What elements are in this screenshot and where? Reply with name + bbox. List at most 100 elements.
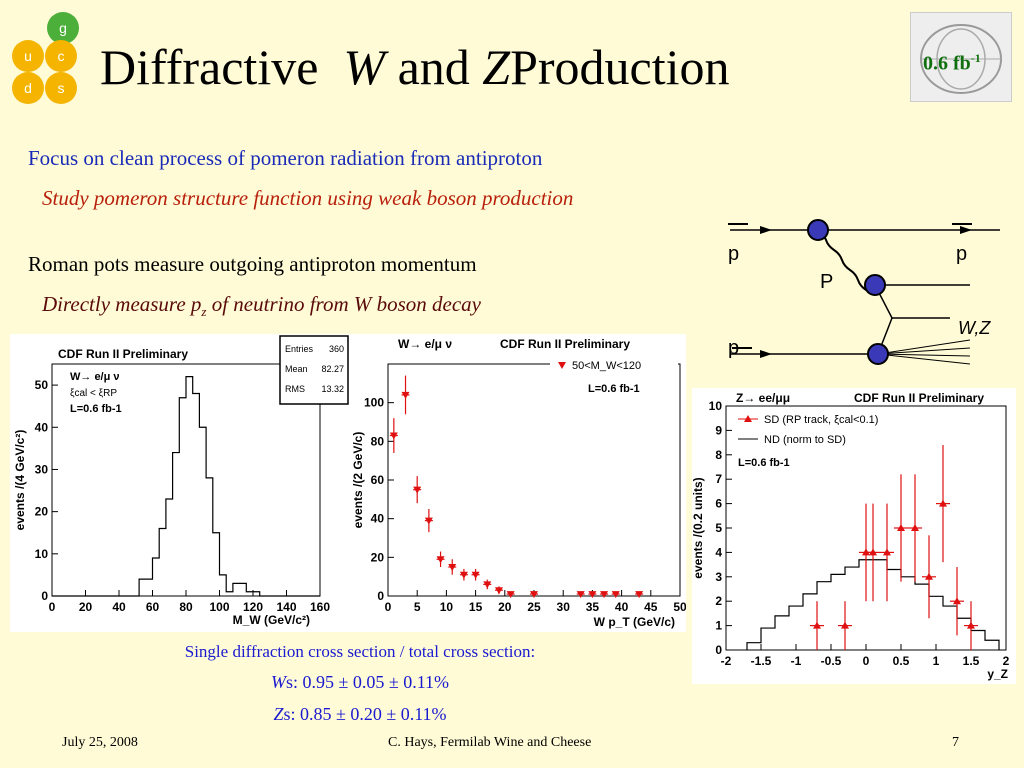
y-tick-label: 40: [371, 512, 385, 526]
y-axis-label: events /(2 GeV/c): [351, 432, 365, 529]
x-tick-label: 0: [863, 654, 870, 668]
pomeron-label: P: [820, 271, 833, 293]
x-tick-label: -2: [721, 654, 732, 668]
footer-author: C. Hays, Fermilab Wine and Cheese: [388, 735, 592, 750]
process-label: Z→ ee/μμ: [736, 391, 790, 405]
y-tick-label: 1: [715, 619, 722, 633]
data-point: [576, 591, 585, 599]
cut-label: ξcal < ξRP: [70, 388, 117, 399]
y-tick-label: 0: [377, 589, 384, 603]
x-tick-label: 80: [179, 600, 193, 614]
x-axis-label: W p_T (GeV/c): [594, 615, 675, 629]
mass-histogram-line: [52, 376, 320, 597]
svg-text:d: d: [24, 80, 32, 96]
x-tick-label: 60: [146, 600, 160, 614]
data-point: [897, 524, 905, 531]
x-tick-label: 1.5: [963, 654, 980, 668]
y-tick-label: 9: [715, 423, 722, 437]
y-tick-label: 7: [715, 472, 722, 486]
chart-title: CDF Run II Preliminary: [854, 391, 984, 405]
svg-text:s: s: [58, 80, 65, 96]
x-tick-label: 120: [243, 600, 263, 614]
x-tick-label: 15: [469, 600, 483, 614]
data-point: [401, 391, 410, 399]
pt-distribution-panel: 0 5 10 15 20 25 30 35 40 45 50 0 20 40 60 80 100 W→ e/μ ν…: [350, 334, 687, 632]
y-tick-label: 5: [715, 521, 722, 535]
data-point: [953, 597, 961, 605]
x-tick-label: 45: [644, 600, 658, 614]
svg-text:c: c: [58, 48, 65, 64]
data-point: [869, 548, 877, 556]
y-tick-label: 10: [35, 547, 49, 561]
lumi-label: L=0.6 fb-1: [588, 383, 640, 395]
focus-text: Focus on clean process of pomeron radiat…: [28, 146, 543, 170]
mass-histogram-panel: 0 20 40 60 80 100 120 140 160 0 10 20 30 40 50 CDF Run …: [10, 334, 350, 632]
x-tick-label: 2: [1003, 654, 1010, 668]
data-point: [530, 591, 538, 599]
z-xsec-result: Zs: 0.85 ± 0.20 ± 0.11%: [273, 704, 447, 724]
chart-title: CDF Run II Preliminary: [58, 347, 188, 361]
legend-label: 50<M_W<120: [572, 360, 641, 372]
legend-nd-label: ND (norm to SD): [764, 434, 846, 446]
data-point: [448, 564, 457, 571]
x-axis-label: y_Z: [987, 667, 1008, 681]
stats-value: 82.27: [321, 364, 344, 374]
x-tick-label: 40: [112, 600, 126, 614]
y-tick-label: 60: [371, 473, 385, 487]
lumi-label: L=0.6 fb-1: [70, 403, 122, 415]
slide-title: Diffractive W and ZProduction: [100, 39, 730, 95]
data-point: [483, 581, 492, 589]
data-point: [939, 499, 947, 507]
y-tick-label: 2: [715, 594, 722, 608]
data-point: [588, 591, 597, 599]
measure-text: Directly measure pz of neutrino from W b…: [42, 292, 481, 320]
footer-page-number: 7: [952, 735, 959, 750]
stats-key: RMS: [285, 384, 305, 394]
legend-sd-label: SD (RP track, ξcal<0.1): [764, 414, 878, 426]
x-tick-label: 50: [673, 600, 686, 614]
y-tick-label: 6: [715, 497, 722, 511]
data-point: [389, 432, 398, 440]
x-tick-label: 25: [527, 600, 541, 614]
w-xsec-result: Ws: 0.95 ± 0.05 ± 0.11%: [270, 672, 450, 692]
y-tick-label: 40: [35, 420, 49, 434]
y-tick-label: 30: [35, 462, 49, 476]
y-tick-label: 20: [35, 505, 49, 519]
stats-value: 13.32: [321, 384, 344, 394]
stats-key: Entries: [285, 344, 314, 354]
pbar-top-label: p: [728, 243, 739, 265]
legend-box: [550, 354, 678, 376]
x-tick-label: 10: [440, 600, 454, 614]
stats-value: 360: [329, 344, 344, 354]
y-tick-label: 0: [41, 589, 48, 603]
data-point: [813, 621, 821, 629]
luminosity-badge: 0.6 fb-1: [923, 51, 981, 75]
quark-logo: g u c d s: [12, 12, 79, 104]
y-tick-label: 80: [371, 434, 385, 448]
svg-text:u: u: [24, 48, 32, 64]
x-tick-label: -0.5: [821, 654, 842, 668]
data-point: [600, 591, 609, 599]
quark-g-label: g: [59, 20, 67, 36]
data-point: [494, 587, 503, 595]
data-point: [967, 621, 975, 629]
data-point: [459, 571, 468, 579]
y-tick-label: 10: [709, 399, 723, 413]
legend-sd-marker: [744, 415, 752, 422]
data-point: [883, 548, 891, 556]
x-tick-label: 40: [615, 600, 629, 614]
data-point: [911, 524, 919, 531]
lumi-label: L=0.6 fb-1: [738, 457, 790, 469]
data-point: [413, 486, 422, 494]
y-tick-label: 50: [35, 378, 49, 392]
rapidity-distribution-panel: -2 -1.5 -1 -0.5 0 0.5 1 1.5 2 0 1 2 3 4 5 6 7 8 9 10 Z→ ee/μ…: [691, 388, 1016, 684]
y-tick-label: 3: [715, 570, 722, 584]
y-tick-label: 20: [371, 550, 385, 564]
x-tick-label: 5: [414, 600, 421, 614]
footer-date: July 25, 2008: [62, 735, 138, 750]
xsec-heading: Single diffraction cross section / total…: [184, 642, 536, 661]
y-tick-label: 100: [364, 396, 384, 410]
proton-label: p: [728, 337, 739, 359]
x-tick-label: -1: [791, 654, 802, 668]
x-axis-label: M_W (GeV/c²): [233, 613, 310, 627]
